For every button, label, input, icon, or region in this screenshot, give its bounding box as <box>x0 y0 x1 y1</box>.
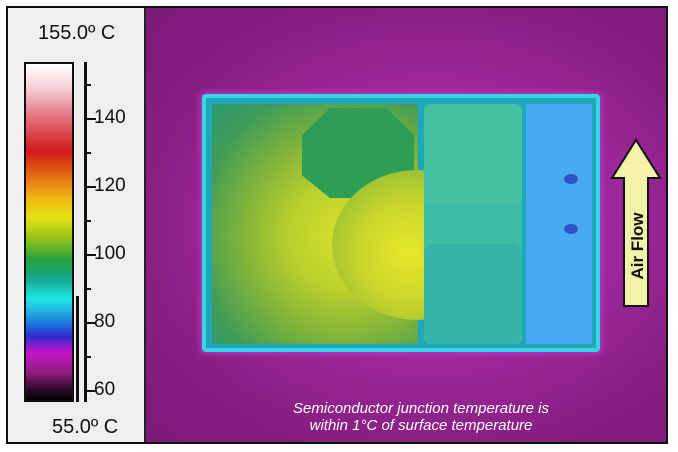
scale-tick-minor <box>84 152 91 154</box>
scale-ruler <box>84 62 87 402</box>
upper-component <box>424 104 522 204</box>
scale-tick-major <box>84 118 96 120</box>
hot-component-region <box>212 104 502 344</box>
scale-tick-major <box>84 390 96 392</box>
scale-tick-label: 120 <box>94 175 126 196</box>
scale-max-label: 155.0º C <box>38 22 116 44</box>
scale-tick-major <box>84 254 96 256</box>
scale-tick-minor <box>84 288 91 290</box>
scale-tick-label: 80 <box>94 311 116 332</box>
scale-tick-major <box>84 322 96 324</box>
scale-tick-minor <box>84 356 91 358</box>
temperature-scale-panel: 155.0º C 140 120 100 80 60 55.0º C <box>8 8 146 442</box>
cool-edge-region <box>526 104 592 344</box>
air-flow-arrow-icon: Air Flow <box>610 138 662 307</box>
caption-line-2: within 1°C of surface temperature <box>309 417 533 434</box>
scale-tick-minor <box>84 84 91 86</box>
middle-component-region <box>424 104 522 344</box>
caption-line-1: Semiconductor junction temperature is <box>293 400 549 417</box>
circuit-board <box>202 94 600 352</box>
scale-tick-label: 140 <box>94 107 126 128</box>
lower-component <box>424 244 522 344</box>
thermal-image-frame: 155.0º C 140 120 100 80 60 55.0º C <box>6 6 668 444</box>
scale-tick-label: 60 <box>94 379 116 400</box>
scale-tick-major <box>84 186 96 188</box>
scale-ruler-marker <box>76 296 79 402</box>
colorbar <box>24 62 74 402</box>
caption: Semiconductor junction temperature is wi… <box>206 400 636 434</box>
scale-tick-minor <box>84 220 91 222</box>
scale-min-label: 55.0º C <box>52 416 119 438</box>
air-flow-label: Air Flow <box>628 212 647 280</box>
thermal-image: Air Flow Semiconductor junction temperat… <box>146 8 666 442</box>
scale-tick-label: 100 <box>94 243 126 264</box>
mounting-hole <box>564 224 578 234</box>
mounting-hole <box>564 174 578 184</box>
